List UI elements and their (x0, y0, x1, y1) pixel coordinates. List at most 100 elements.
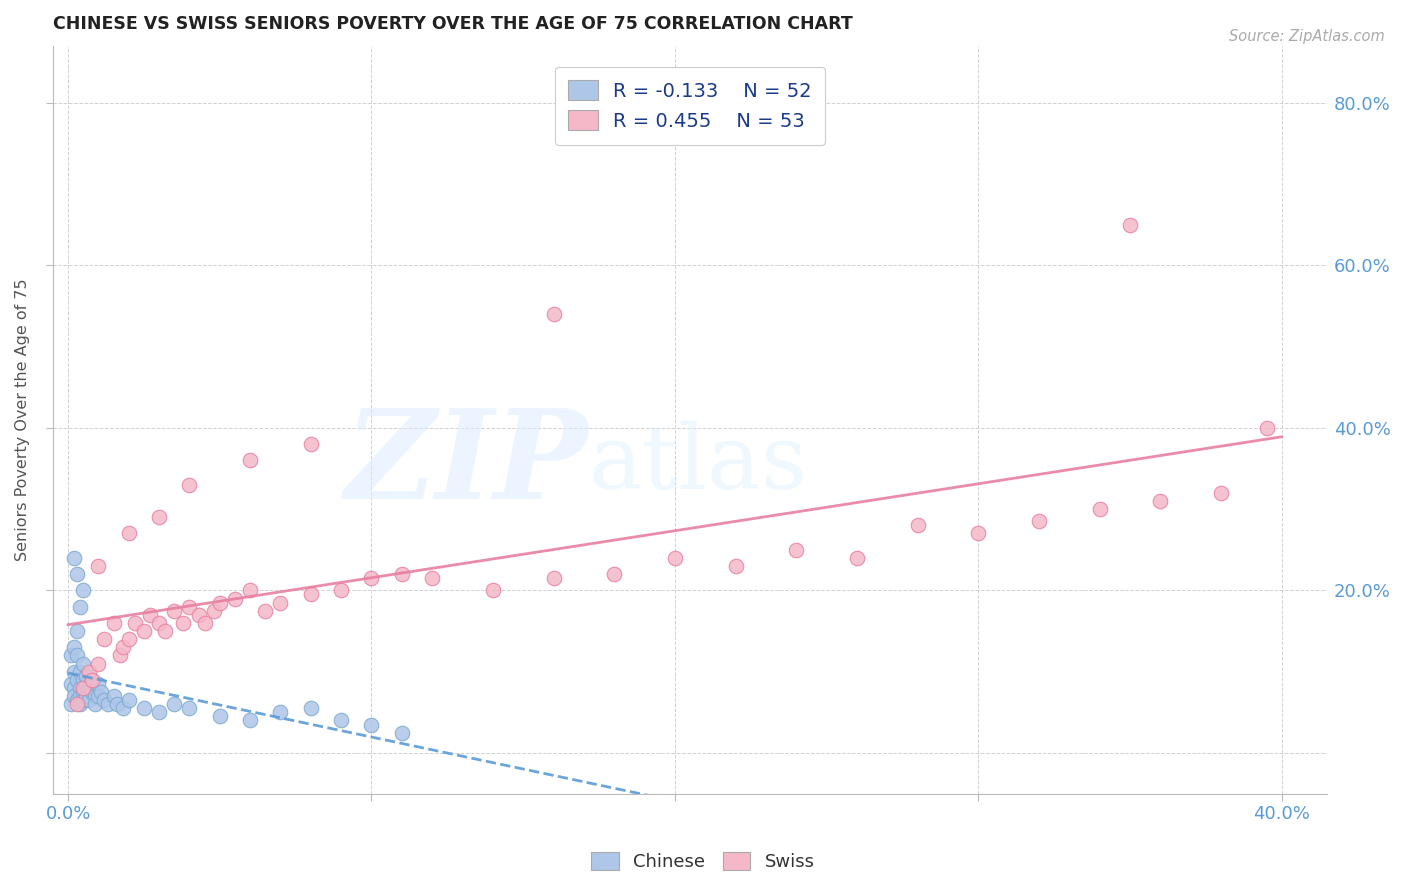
Point (360, 717, 382, 731)
Point (482, 583, 505, 598)
Point (118, 693, 141, 707)
Point (82, 673, 104, 687)
Point (148, 706, 170, 720)
Point (93, 632, 115, 647)
Point (239, 583, 262, 598)
Point (269, 706, 291, 720)
Point (179, 599, 201, 614)
Point (72, 685, 94, 699)
Point (79, 681, 101, 695)
Point (179, 701, 201, 715)
Point (87, 559, 110, 574)
Point (1209, 486, 1232, 500)
Point (60, 698, 83, 712)
Point (330, 714, 353, 728)
Point (172, 615, 194, 630)
Point (103, 689, 125, 703)
Text: Source: ZipAtlas.com: Source: ZipAtlas.com (1229, 29, 1385, 44)
Point (69, 599, 91, 614)
Point (72, 657, 94, 671)
Point (132, 701, 155, 715)
Point (82, 673, 104, 687)
Point (420, 571, 443, 585)
Point (72, 673, 94, 687)
Point (93, 693, 115, 707)
Point (72, 583, 94, 598)
Point (103, 615, 125, 630)
Point (391, 567, 413, 582)
Point (66, 698, 89, 712)
Point (299, 437, 322, 451)
Point (69, 689, 91, 703)
Point (60, 677, 83, 691)
Point (239, 453, 262, 467)
Text: atlas: atlas (588, 421, 807, 508)
Point (87, 689, 110, 703)
Point (254, 604, 277, 618)
Point (66, 673, 89, 687)
Point (153, 624, 176, 638)
Point (96, 698, 118, 712)
Point (87, 657, 110, 671)
Point (330, 583, 353, 598)
Legend: Chinese, Swiss: Chinese, Swiss (585, 845, 821, 879)
Point (208, 596, 231, 610)
Point (63, 550, 86, 565)
Point (187, 607, 209, 622)
Point (72, 681, 94, 695)
Point (1088, 502, 1111, 516)
Point (75, 677, 97, 691)
Point (845, 550, 868, 565)
Point (75, 689, 97, 703)
Point (224, 591, 246, 606)
Point (1149, 494, 1171, 508)
Point (87, 677, 110, 691)
Point (66, 567, 89, 582)
Point (63, 640, 86, 655)
Y-axis label: Seniors Poverty Over the Age of 75: Seniors Poverty Over the Age of 75 (15, 278, 30, 561)
Point (163, 698, 186, 712)
Point (967, 526, 990, 541)
Point (75, 669, 97, 683)
Point (105, 698, 128, 712)
Point (66, 648, 89, 663)
Point (360, 571, 382, 585)
Point (90, 685, 112, 699)
Point (202, 604, 225, 618)
Point (163, 604, 186, 618)
Point (269, 596, 291, 610)
Legend: R = -0.133    N = 52, R = 0.455    N = 53: R = -0.133 N = 52, R = 0.455 N = 53 (555, 67, 825, 145)
Point (111, 701, 134, 715)
Point (69, 698, 91, 712)
Point (179, 477, 201, 491)
Text: ZIP: ZIP (344, 404, 588, 525)
Point (603, 567, 626, 582)
Point (132, 624, 155, 638)
Point (72, 693, 94, 707)
Point (79, 693, 101, 707)
Point (148, 615, 170, 630)
Point (82, 685, 104, 699)
Point (664, 550, 686, 565)
Point (69, 681, 91, 695)
Point (907, 518, 929, 533)
Point (118, 632, 141, 647)
Point (208, 709, 231, 723)
Point (63, 665, 86, 679)
Point (148, 510, 170, 524)
Point (1028, 514, 1050, 528)
Point (194, 615, 217, 630)
Point (1256, 421, 1278, 435)
Point (66, 693, 89, 707)
Text: CHINESE VS SWISS SENIORS POVERTY OVER THE AGE OF 75 CORRELATION CHART: CHINESE VS SWISS SENIORS POVERTY OVER TH… (53, 15, 852, 33)
Point (84, 698, 107, 712)
Point (108, 648, 131, 663)
Point (299, 587, 322, 601)
Point (543, 571, 565, 585)
Point (139, 607, 162, 622)
Point (60, 648, 83, 663)
Point (66, 624, 89, 638)
Point (1119, 218, 1142, 232)
Point (63, 681, 86, 695)
Point (111, 640, 134, 655)
